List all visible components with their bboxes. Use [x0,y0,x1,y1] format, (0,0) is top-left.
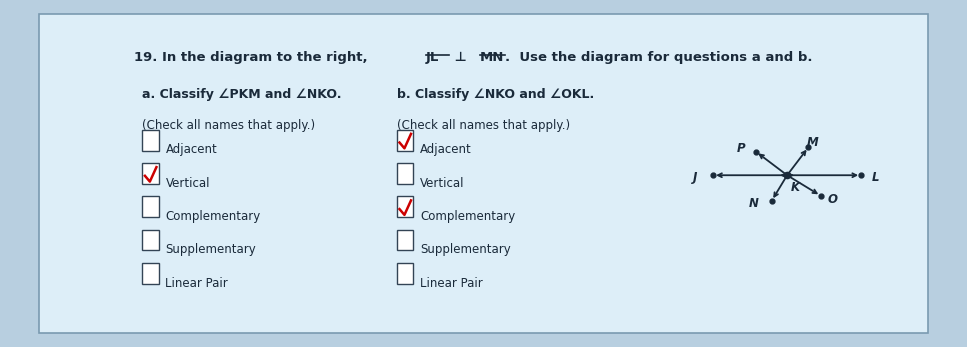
Bar [142,263,159,284]
Text: (Check all names that apply.): (Check all names that apply.) [142,119,315,132]
Text: P: P [737,142,746,155]
Text: Complementary: Complementary [165,210,261,223]
Text: .  Use the diagram for questions a and b.: . Use the diagram for questions a and b. [506,51,813,64]
Text: M: M [806,136,818,149]
Bar [397,130,414,151]
Text: Complementary: Complementary [420,210,515,223]
Text: Linear Pair: Linear Pair [420,277,483,289]
Text: (Check all names that apply.): (Check all names that apply.) [397,119,571,132]
Bar [142,230,159,251]
Text: L: L [872,171,880,184]
Text: b. Classify ∠NKO and ∠OKL.: b. Classify ∠NKO and ∠OKL. [397,88,595,101]
Text: ⊥: ⊥ [450,51,471,64]
Text: J: J [693,171,697,184]
Text: Linear Pair: Linear Pair [165,277,228,289]
FancyBboxPatch shape [39,14,928,333]
Bar [397,263,414,284]
Text: Supplementary: Supplementary [420,243,511,256]
Text: Vertical: Vertical [165,177,210,190]
Text: Adjacent: Adjacent [165,143,218,156]
Bar [397,230,414,251]
Text: MN: MN [480,51,505,64]
Bar [397,196,414,217]
Bar [142,196,159,217]
Text: JL: JL [425,51,439,64]
Text: N: N [748,197,759,210]
Text: Supplementary: Supplementary [165,243,256,256]
Text: 19. In the diagram to the right,: 19. In the diagram to the right, [134,51,372,64]
Text: Vertical: Vertical [420,177,464,190]
Bar [142,163,159,184]
Bar [397,163,414,184]
Text: a. Classify ∠PKM and ∠NKO.: a. Classify ∠PKM and ∠NKO. [142,88,342,101]
Text: O: O [828,193,837,206]
Text: K: K [791,181,800,194]
Bar [142,130,159,151]
Text: Adjacent: Adjacent [420,143,472,156]
